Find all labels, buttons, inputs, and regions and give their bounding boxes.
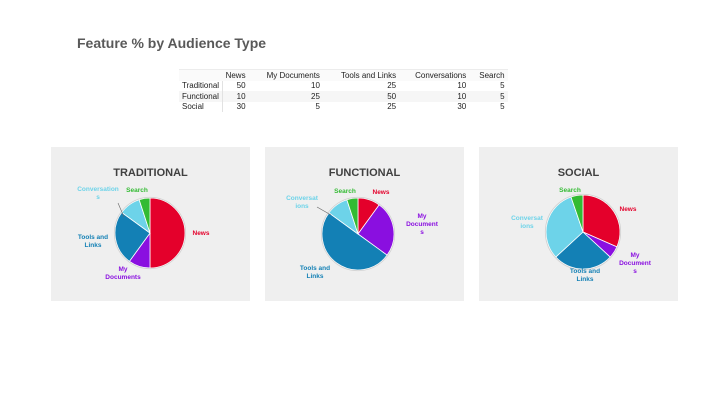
- slice-label-tools-and-links: Tools and Links: [78, 234, 108, 249]
- chart-title: FUNCTIONAL: [328, 167, 401, 179]
- table-cell: 30: [236, 102, 246, 112]
- pie-slice-search: [138, 197, 151, 234]
- chart-title: TRADITIONAL: [113, 167, 188, 179]
- table-header-row: News My Documents Tools and Links Conver…: [179, 69, 508, 81]
- slice-label-news: News: [193, 230, 210, 237]
- slice-label-news: News: [373, 189, 390, 196]
- table-cell: 30: [457, 102, 467, 112]
- pie-slice-search: [346, 197, 359, 235]
- pie-outline: [320, 196, 396, 272]
- table-header-cell: News: [225, 70, 246, 80]
- table-cell: 10: [457, 81, 467, 91]
- pie-slice-tools-and-links: [114, 211, 151, 262]
- pie-outline: [544, 193, 622, 271]
- table-header-cell: My Documents: [266, 70, 320, 80]
- table-cell: 10: [457, 91, 467, 101]
- table-cell: 50: [387, 91, 397, 101]
- table-cell: 5: [500, 91, 505, 101]
- slice-label-search: Search: [126, 187, 148, 194]
- traditional-chart-panel: TRADITIONAL News My Documents Tools and Link…: [51, 147, 250, 301]
- pie-outline: [113, 196, 187, 270]
- table-row: Social 30 5 25 30 5: [179, 101, 508, 112]
- page-title: Feature % by Audience Type: [77, 35, 267, 51]
- table-header-cell: [179, 70, 223, 81]
- table-row: Traditional 50 10 25 10 5: [179, 80, 508, 91]
- pie-slice-search: [570, 194, 584, 233]
- chart-title: SOCIAL: [557, 167, 600, 179]
- data-table: News My Documents Tools and Links Conver…: [179, 69, 508, 112]
- table-cell: 5: [500, 81, 505, 91]
- leader-line: [117, 202, 125, 218]
- table-header-cell: Search: [479, 70, 505, 80]
- slice-label-tools-and-links: Tools and Links: [570, 268, 600, 283]
- slice-label-tools-and-links: Tools and Links: [300, 265, 330, 280]
- traditional-pie-chart: News My Documents Tools and Links Conversatio…: [77, 186, 210, 281]
- slice-label-search: Search: [334, 188, 356, 195]
- table-cell: 25: [311, 91, 320, 101]
- table-row-label: Social: [179, 101, 224, 112]
- pie-slice-tools-and-links: [555, 231, 611, 270]
- table-cell: 25: [387, 81, 397, 91]
- pie-slice-news: [582, 194, 621, 248]
- pie-slice-news: [149, 197, 186, 269]
- slice-label-search: Search: [559, 187, 581, 194]
- table-row: Functional 10 25 50 10 5: [179, 91, 508, 102]
- pie-slice-conversations: [545, 196, 584, 258]
- pie-slice-tools-and-links: [321, 212, 388, 271]
- table-header-cell: Tools and Links: [340, 70, 397, 80]
- table-cell: 50: [236, 81, 246, 91]
- functional-pie-chart: News My Document s Tools and Links Conversat io…: [286, 188, 439, 280]
- table-header-cell: Conversations: [415, 70, 467, 80]
- functional-chart-panel: FUNCTIONAL News My Document s Tools and Links…: [265, 147, 464, 301]
- table-cell: 5: [315, 102, 320, 112]
- slice-label-news: News: [620, 206, 637, 213]
- table-cell: 25: [387, 102, 397, 112]
- table-cell: 10: [236, 91, 246, 101]
- table-cell: 5: [500, 102, 505, 112]
- table-row-label: Traditional: [179, 80, 224, 91]
- social-chart-panel: SOCIAL News My Document s Tools and Links Conv…: [479, 147, 678, 301]
- table-cell: 10: [311, 81, 320, 91]
- table-row-label: Functional: [179, 91, 224, 102]
- pie-slice-my-documents: [357, 204, 395, 256]
- leader-line: [316, 206, 332, 216]
- social-pie-chart: News My Document s Tools and Links Conversat io…: [511, 187, 652, 283]
